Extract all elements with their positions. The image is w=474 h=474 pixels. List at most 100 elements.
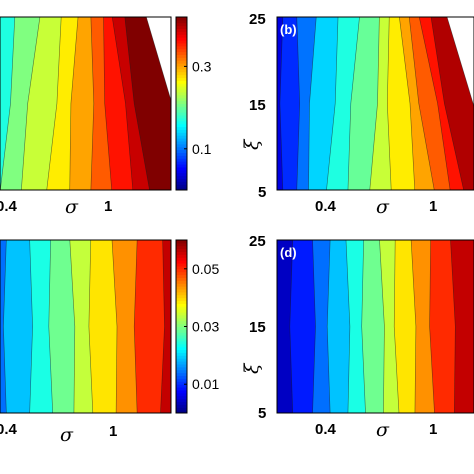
colorbar-cell — [176, 143, 187, 148]
colorbar-cell — [176, 392, 187, 397]
colorbar-cell — [176, 57, 187, 61]
colorbar-cell — [176, 257, 187, 261]
colorbar-cell — [176, 19, 187, 24]
panel-d-ytick-25: 25 — [249, 233, 266, 250]
colorbar-cell — [176, 106, 187, 110]
panel-b-ytick-15: 15 — [249, 97, 266, 114]
colorbar-cell — [176, 389, 187, 394]
colorbar-cell — [176, 280, 187, 284]
colorbar-tick-label: 0.05 — [192, 261, 219, 277]
colorbar-cell — [176, 117, 187, 122]
colorbar-cell — [176, 297, 187, 302]
panel-a-colorbar: 0.1 0.3 — [175, 16, 212, 191]
colorbar-cell — [176, 375, 187, 379]
colorbar-cell — [176, 112, 187, 116]
panel-a-xlabel: σ — [65, 196, 79, 218]
contour-band — [0, 240, 7, 413]
colorbar-cell — [176, 398, 187, 402]
colorbar-cell — [176, 283, 187, 287]
colorbar-cell — [176, 172, 187, 177]
colorbar-cell — [176, 109, 187, 113]
colorbar-cell — [176, 51, 187, 55]
colorbar-cell — [176, 86, 187, 90]
colorbar-cell — [176, 66, 187, 70]
colorbar-tick-label: 0.3 — [192, 58, 212, 74]
colorbar-tick-label: 0.03 — [192, 319, 219, 335]
colorbar-cell — [176, 410, 187, 414]
panel-c-xtick-1: 0.4 — [0, 421, 18, 438]
colorbar-cell — [176, 349, 187, 353]
colorbar-cell — [176, 155, 187, 159]
colorbar-cell — [176, 320, 187, 325]
panel-b-ytick-25: 25 — [249, 11, 266, 28]
colorbar-cell — [176, 100, 187, 104]
panel-b-frame — [276, 16, 474, 191]
colorbar-cell — [176, 60, 187, 64]
colorbar-cell — [176, 164, 187, 168]
panel-c: 0.4 σ 1 0.01 0.03 0.05 — [0, 239, 219, 446]
colorbar-cell — [176, 77, 187, 81]
colorbar-cell — [176, 248, 187, 253]
colorbar-cell — [176, 314, 187, 319]
colorbar-cell — [176, 161, 187, 165]
colorbar-cell — [176, 251, 187, 255]
colorbar-cell — [176, 132, 187, 136]
colorbar-cell — [176, 300, 187, 304]
colorbar-cell — [176, 265, 187, 270]
contour-band — [0, 240, 33, 413]
colorbar-cell — [176, 138, 187, 142]
colorbar-cell — [176, 126, 187, 130]
colorbar-cell — [176, 83, 187, 87]
colorbar-cell — [176, 294, 187, 299]
colorbar-cell — [176, 97, 187, 102]
colorbar-cell — [176, 352, 187, 356]
panel-a: 0.4 σ 1 0.1 0.3 — [0, 16, 212, 218]
colorbar-cell — [176, 332, 187, 336]
colorbar-tick-label: 0.01 — [192, 376, 219, 392]
colorbar-cell — [176, 240, 187, 244]
colorbar-cell — [176, 312, 187, 316]
panel-c-xtick-2: 1 — [109, 423, 117, 440]
panel-b-ytick-5: 5 — [258, 184, 266, 201]
colorbar-cell — [176, 54, 187, 58]
colorbar-cell — [176, 291, 187, 296]
colorbar-cell — [176, 363, 187, 368]
colorbar-cell — [176, 387, 187, 391]
colorbar-cell — [176, 34, 187, 38]
colorbar-cell — [176, 245, 187, 250]
colorbar-cell — [176, 94, 187, 99]
colorbar-cell — [176, 166, 187, 171]
colorbar-cell — [176, 123, 187, 128]
colorbar-cell — [176, 309, 187, 313]
colorbar-cell — [176, 135, 187, 139]
panel-b-xtick-2: 1 — [429, 198, 437, 215]
panel-d-xtick-2: 1 — [429, 421, 437, 438]
colorbar-cell — [176, 289, 187, 293]
colorbar-cell — [176, 48, 187, 53]
colorbar-cell — [176, 178, 187, 182]
panel-d: (d) 25 15 5 ξ 0.4 σ 1 — [241, 233, 474, 441]
colorbar-cell — [176, 268, 187, 273]
contour-band — [0, 17, 16, 190]
colorbar-cell — [176, 37, 187, 41]
panel-a-xtick-1: 0.4 — [0, 198, 18, 215]
colorbar-cell — [176, 181, 187, 185]
panel-c-xlabel: σ — [60, 424, 74, 446]
panel-c-contour-bands — [0, 240, 171, 413]
colorbar-cell — [176, 152, 187, 156]
colorbar-cell — [176, 17, 187, 21]
colorbar-cell — [176, 384, 187, 388]
colorbar-cell — [176, 91, 187, 96]
colorbar-cell — [176, 28, 187, 32]
panel-b: (b) 25 15 5 ξ 0.4 σ 1 — [241, 11, 474, 218]
colorbar-cell — [176, 303, 187, 307]
colorbar-cell — [176, 74, 187, 79]
colorbar-cell — [176, 395, 187, 400]
colorbar-cell — [176, 149, 187, 154]
colorbar-cell — [176, 323, 187, 327]
colorbar-cell — [176, 355, 187, 359]
colorbar-cell — [176, 361, 187, 365]
colorbar-cell — [176, 378, 187, 382]
colorbar-cell — [176, 271, 187, 276]
